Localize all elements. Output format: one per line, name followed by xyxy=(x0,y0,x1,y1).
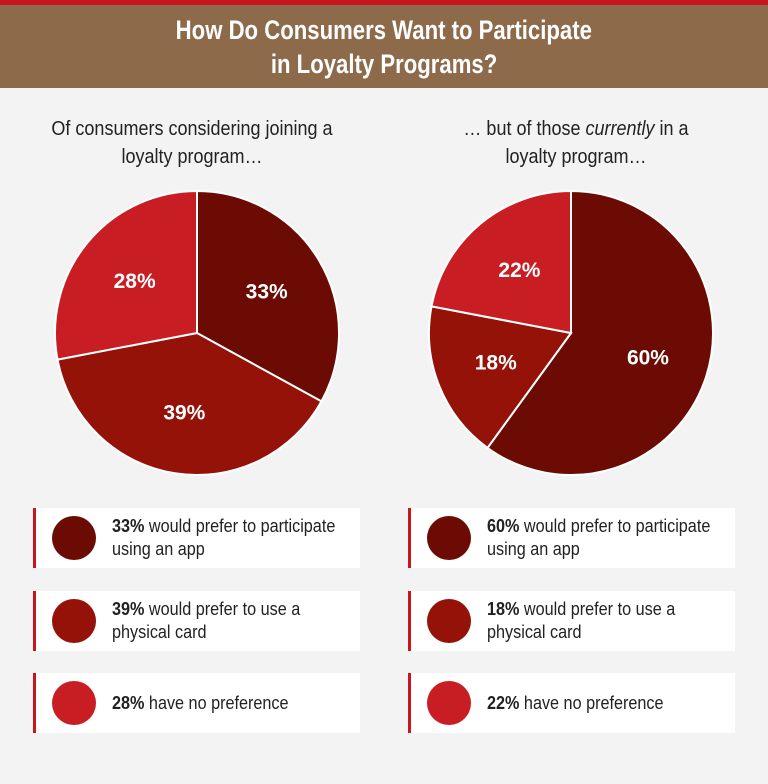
legend-swatch-app xyxy=(427,516,471,560)
legend-label-line-2: physical card xyxy=(487,622,582,642)
legend-label-line-1: would prefer to use a xyxy=(144,599,301,619)
left-legend-item-app: 33% would prefer to participate using an … xyxy=(33,508,360,568)
right-legend-item-app: 60% would prefer to participate using an … xyxy=(408,508,735,568)
left-subtitle-line-1: Of consumers considering joining a xyxy=(51,118,333,140)
legend-value: 28% xyxy=(112,692,145,713)
legend-value: 22% xyxy=(487,692,520,713)
legend-swatch-none xyxy=(427,681,471,725)
legend-label-line-2: using an app xyxy=(487,539,580,559)
legend-accent-bar xyxy=(408,508,411,568)
legend-label-line-1: have no preference xyxy=(519,692,664,713)
legend-value: 60% xyxy=(487,516,520,536)
pie-slice-label: 60% xyxy=(627,347,669,370)
legend-swatch-app xyxy=(52,516,96,560)
right-subtitle-italic: currently xyxy=(585,118,655,140)
right-subtitle-prefix: … but of those xyxy=(463,118,586,140)
page-title-line-1: How Do Consumers Want to Participate xyxy=(175,14,593,45)
right-legend-item-none: 22% have no preference xyxy=(408,673,735,733)
left-chart-subtitle: Of consumers considering joining a loyal… xyxy=(0,115,384,171)
legend-text: 22% have no preference xyxy=(487,673,732,733)
left-subtitle-line-2: loyalty program… xyxy=(121,146,263,168)
pie-slice xyxy=(430,189,572,335)
legend-swatch-none xyxy=(52,681,96,725)
legend-accent-bar xyxy=(408,673,411,733)
legend-value: 18% xyxy=(487,599,520,619)
left-legend-item-card: 39% would prefer to use a physical card xyxy=(33,591,360,651)
legend-swatch-card xyxy=(427,599,471,643)
legend-accent-bar xyxy=(33,673,36,733)
legend-label-line-2: using an app xyxy=(112,539,205,559)
pie-slice xyxy=(54,189,198,361)
right-pie-chart: 60% 18% 22% xyxy=(428,189,714,476)
legend-text: 39% would prefer to use a physical card xyxy=(112,591,357,651)
right-subtitle-suffix: in a xyxy=(654,118,689,140)
pie-slice-label: 22% xyxy=(498,259,540,282)
pie-slice xyxy=(486,189,714,476)
header-banner: How Do Consumers Want to Participate in … xyxy=(0,5,768,88)
legend-label-line-1: would prefer to participate xyxy=(519,516,711,536)
legend-accent-bar xyxy=(33,508,36,568)
top-accent-bar xyxy=(0,0,768,5)
legend-text: 60% would prefer to participate using an … xyxy=(487,508,732,568)
pie-slice-label: 33% xyxy=(246,280,288,303)
legend-value: 39% xyxy=(112,599,145,619)
legend-accent-bar xyxy=(408,591,411,651)
legend-text: 28% have no preference xyxy=(112,673,357,733)
pie-slice-label: 28% xyxy=(114,270,156,293)
pie-slice xyxy=(196,189,340,403)
legend-value: 33% xyxy=(112,516,145,536)
pie-slice-label: 18% xyxy=(475,351,517,374)
legend-swatch-card xyxy=(52,599,96,643)
legend-label-line-1: would prefer to participate xyxy=(144,516,336,536)
right-subtitle-line-2: loyalty program… xyxy=(505,146,647,168)
page-title-line-2: in Loyalty Programs? xyxy=(270,48,498,79)
right-subtitle-line-1: … but of those currently in a xyxy=(403,115,749,143)
left-pie-chart: 33% 39% 28% xyxy=(54,189,340,476)
right-chart-subtitle: … but of those currently in a loyalty pr… xyxy=(384,115,768,171)
left-legend-item-none: 28% have no preference xyxy=(33,673,360,733)
legend-text: 18% would prefer to use a physical card xyxy=(487,591,732,651)
pie-slice-label: 39% xyxy=(163,401,205,424)
right-legend-item-card: 18% would prefer to use a physical card xyxy=(408,591,735,651)
pie-slice xyxy=(428,305,573,450)
legend-accent-bar xyxy=(33,591,36,651)
pie-slice xyxy=(56,331,323,476)
legend-text: 33% would prefer to participate using an … xyxy=(112,508,357,568)
legend-label-line-1: would prefer to use a xyxy=(519,599,676,619)
legend-label-line-2: physical card xyxy=(112,622,207,642)
legend-label-line-1: have no preference xyxy=(144,692,289,713)
